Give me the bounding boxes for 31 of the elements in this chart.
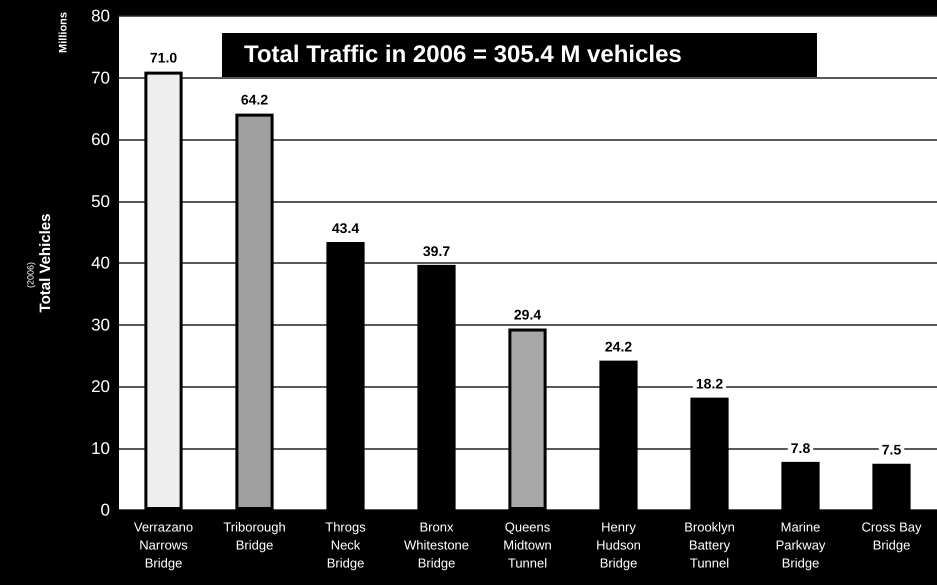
x-tick-label: Marine Parkway Bridge bbox=[776, 520, 826, 570]
data-label: 7.5 bbox=[882, 442, 902, 458]
data-label: 71.0 bbox=[150, 50, 178, 66]
x-tick-label: Brooklyn Battery Tunnel bbox=[684, 520, 735, 570]
data-label: 29.4 bbox=[514, 306, 542, 322]
x-tick-label: Verrazano Narrows Bridge bbox=[134, 520, 194, 570]
data-label: 43.4 bbox=[332, 220, 360, 236]
x-tick-label: Cross Bay Bridge bbox=[862, 520, 922, 552]
y-tick-label: 60 bbox=[91, 130, 110, 149]
data-label: 39.7 bbox=[422, 242, 450, 259]
data-label: 18.2 bbox=[696, 376, 724, 392]
y-tick-label: 20 bbox=[91, 377, 110, 396]
data-label: 24.2 bbox=[604, 338, 632, 355]
x-tick-label: Bronx Whitestone Bridge bbox=[404, 520, 470, 570]
x-tick-label: Triborough Bridge bbox=[223, 520, 286, 552]
y-tick-label: 0 bbox=[100, 500, 110, 520]
x-tick-label: Henry Hudson Bridge bbox=[596, 520, 641, 570]
y-tick-label: 70 bbox=[91, 68, 110, 88]
y-tick-label: 80 bbox=[91, 6, 110, 26]
y-tick-label: 50 bbox=[91, 192, 110, 211]
text-box: Total Traffic in 2006 = 305.4 M vehicles bbox=[222, 33, 817, 77]
y-tick-label: 30 bbox=[91, 315, 110, 334]
text: (2006) bbox=[26, 262, 36, 288]
x-tick-label: Throgs Neck Bridge bbox=[325, 520, 366, 570]
text: Millions bbox=[58, 12, 70, 53]
y-tick-label: 10 bbox=[91, 438, 110, 458]
data-label: 64.2 bbox=[240, 92, 268, 108]
data-label: 7.8 bbox=[790, 440, 810, 456]
y-tick-label: 40 bbox=[91, 254, 110, 272]
x-tick-label: Queens Midtown Tunnel bbox=[503, 520, 552, 570]
y-axis-title: Total Vehicles bbox=[37, 214, 54, 312]
